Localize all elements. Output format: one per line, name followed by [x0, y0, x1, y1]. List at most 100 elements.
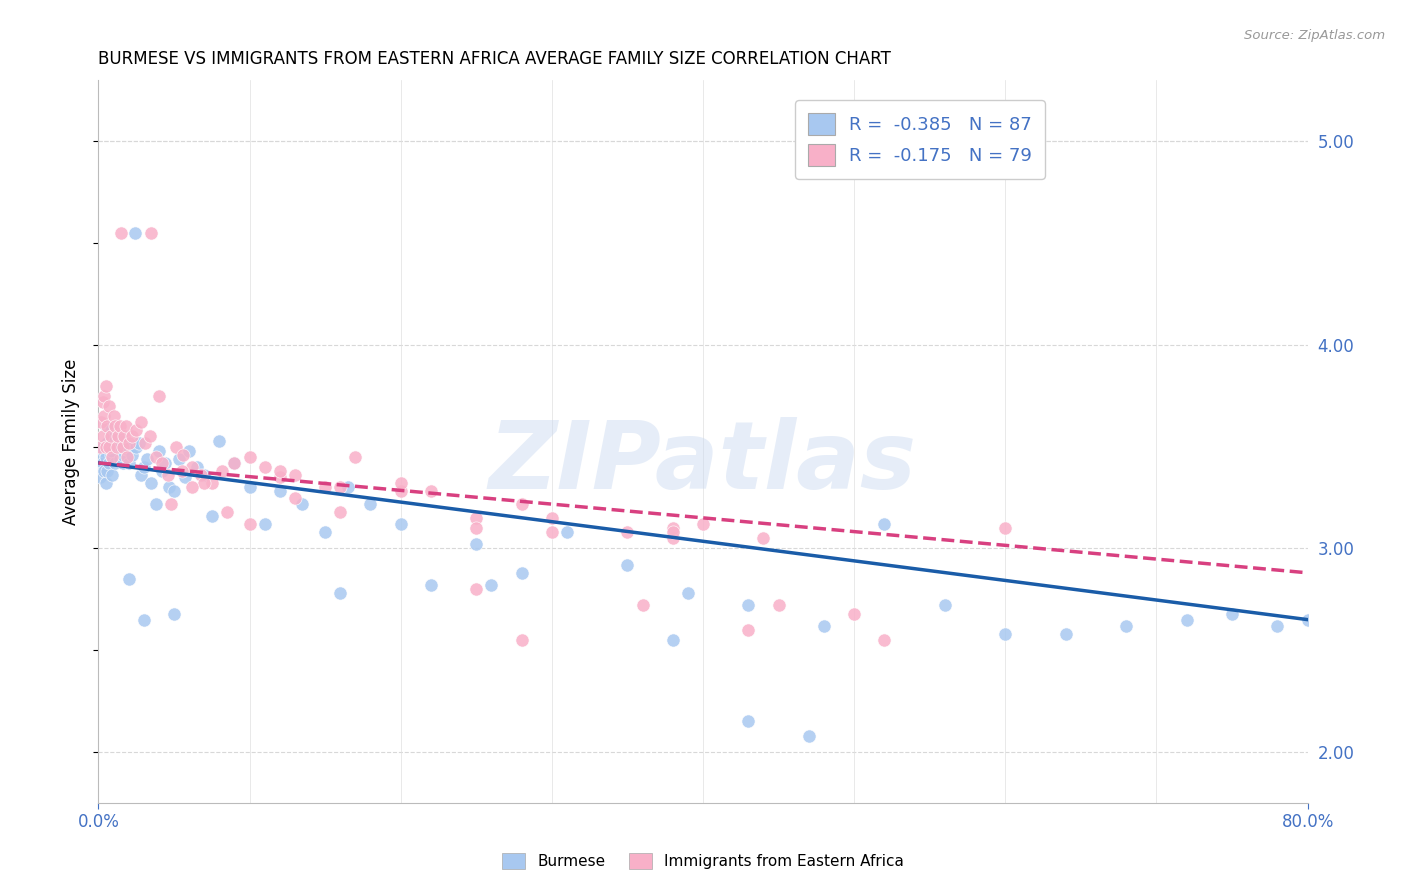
Point [89, 470, 111, 484]
Point [107, 429, 129, 443]
Point [163, 484, 186, 499]
Point [510, 566, 533, 580]
Point [201, 476, 224, 491]
Point [284, 491, 307, 505]
Point [873, 632, 896, 647]
Point [100, 448, 122, 462]
Point [661, 632, 683, 647]
Point [91, 429, 114, 443]
Point [181, 460, 204, 475]
Point [420, 578, 443, 592]
Point [125, 423, 148, 437]
Point [104, 419, 127, 434]
Point [118, 456, 141, 470]
Point [269, 470, 291, 484]
Legend: Burmese, Immigrants from Eastern Africa: Burmese, Immigrants from Eastern Africa [496, 847, 910, 875]
Point [737, 599, 759, 613]
Point [420, 484, 443, 499]
Point [112, 429, 135, 443]
Point [94, 450, 117, 464]
Point [193, 476, 215, 491]
Point [934, 599, 956, 613]
Point [208, 434, 231, 448]
Point [145, 450, 167, 464]
Point [94, 378, 117, 392]
Point [201, 508, 224, 523]
Point [737, 714, 759, 729]
Point [1220, 607, 1243, 621]
Point [139, 429, 162, 443]
Point [540, 511, 562, 525]
Point [1054, 627, 1077, 641]
Point [93, 464, 115, 478]
Point [141, 476, 163, 491]
Point [128, 435, 150, 450]
Point [336, 480, 359, 494]
Point [170, 464, 193, 478]
Point [90, 415, 112, 429]
Point [389, 516, 412, 531]
Point [112, 434, 135, 448]
Legend: R =  -0.385   N = 87, R =  -0.175   N = 79: R = -0.385 N = 87, R = -0.175 N = 79 [794, 100, 1045, 178]
Point [121, 448, 143, 462]
Point [90, 460, 112, 475]
Point [465, 582, 488, 596]
Point [134, 435, 156, 450]
Point [107, 440, 129, 454]
Point [118, 572, 141, 586]
Point [93, 443, 115, 458]
Point [239, 480, 262, 494]
Point [1296, 613, 1319, 627]
Point [510, 497, 533, 511]
Point [129, 468, 152, 483]
Point [314, 525, 336, 540]
Point [329, 586, 352, 600]
Point [186, 460, 208, 475]
Point [114, 442, 136, 456]
Point [211, 464, 233, 478]
Point [510, 632, 533, 647]
Point [129, 415, 152, 429]
Point [118, 435, 141, 450]
Point [239, 516, 262, 531]
Point [150, 464, 173, 478]
Text: BURMESE VS IMMIGRANTS FROM EASTERN AFRICA AVERAGE FAMILY SIZE CORRELATION CHART: BURMESE VS IMMIGRANTS FROM EASTERN AFRIC… [98, 50, 891, 68]
Point [631, 599, 654, 613]
Point [98, 440, 121, 454]
Point [105, 429, 128, 443]
Point [193, 468, 215, 483]
Point [159, 480, 181, 494]
Point [108, 451, 131, 466]
Point [329, 505, 352, 519]
Point [173, 470, 195, 484]
Point [91, 440, 114, 454]
Point [110, 440, 132, 454]
Point [269, 464, 291, 478]
Point [105, 440, 128, 454]
Point [465, 511, 488, 525]
Point [135, 451, 157, 466]
Point [132, 460, 155, 475]
Point [125, 440, 148, 454]
Point [96, 435, 118, 450]
Text: Source: ZipAtlas.com: Source: ZipAtlas.com [1244, 29, 1385, 42]
Point [98, 440, 121, 454]
Point [91, 395, 114, 409]
Point [98, 399, 121, 413]
Point [96, 464, 118, 478]
Point [291, 497, 314, 511]
Point [100, 423, 122, 437]
Point [150, 456, 173, 470]
Point [98, 456, 121, 470]
Point [93, 389, 115, 403]
Point [389, 484, 412, 499]
Point [873, 516, 896, 531]
Point [344, 450, 367, 464]
Point [94, 419, 117, 434]
Point [994, 521, 1017, 535]
Point [181, 480, 204, 494]
Point [107, 429, 129, 443]
Point [555, 525, 578, 540]
Point [141, 226, 163, 240]
Point [104, 456, 127, 470]
